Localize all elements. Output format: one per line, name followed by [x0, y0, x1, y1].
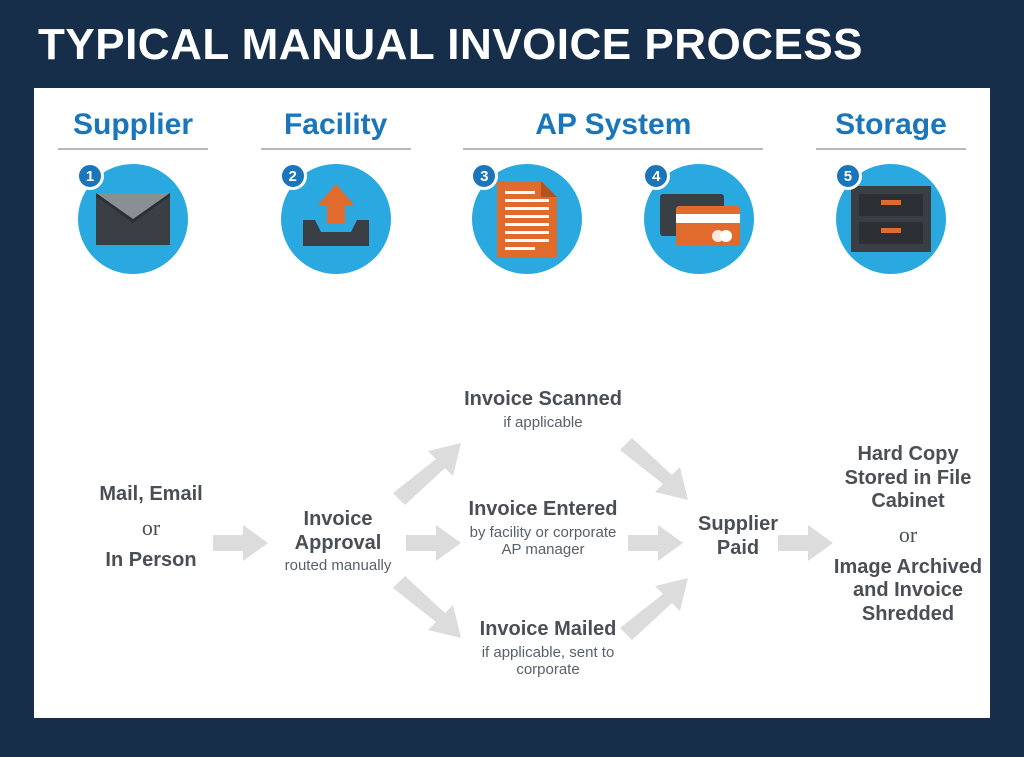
node-storage: Hard Copy Stored in File Cabinet or Imag…	[833, 443, 983, 627]
node-invoice-entered: Invoice Entered by facility or corporate…	[458, 498, 628, 559]
node-text: Mail, Email	[76, 483, 226, 507]
node-text: Invoice Entered	[458, 498, 628, 522]
col-header-facility: Facility	[284, 108, 387, 148]
node-text: Invoice Scanned	[458, 388, 628, 412]
node-text: Image Archived and Invoice Shredded	[833, 556, 983, 627]
arrow-up-right-icon	[393, 433, 468, 513]
col-header-supplier: Supplier	[73, 108, 193, 148]
col-ap: AP System 3	[463, 108, 763, 274]
content-panel: Supplier 1	[34, 88, 990, 718]
node-subtext: if applicable, sent to corporate	[458, 644, 638, 679]
icons-row: 1	[78, 164, 188, 274]
node-text: Supplier Paid	[678, 513, 798, 560]
col-underline	[261, 148, 411, 150]
document-icon	[497, 181, 557, 257]
step-4: 4	[644, 164, 754, 274]
arrow-down-right-icon	[620, 430, 695, 510]
node-subtext: by facility or corporate AP manager	[458, 524, 628, 559]
node-invoice-mailed: Invoice Mailed if applicable, sent to co…	[458, 618, 638, 679]
node-subtext: routed manually	[263, 557, 413, 575]
cabinet-icon	[847, 180, 935, 258]
step-1: 1	[78, 164, 188, 274]
node-text: In Person	[76, 549, 226, 573]
envelope-icon	[96, 193, 170, 245]
col-header-ap: AP System	[535, 108, 691, 148]
arrow-right-icon	[628, 523, 683, 563]
icons-row: 3	[472, 164, 754, 274]
node-invoice-scanned: Invoice Scanned if applicable	[458, 388, 628, 431]
node-supplier-paid: Supplier Paid	[678, 513, 798, 560]
col-underline	[58, 148, 208, 150]
node-text: Invoice Approval	[263, 508, 413, 555]
col-storage: Storage 5	[816, 108, 966, 274]
col-header-storage: Storage	[835, 108, 947, 148]
step-2: 2	[281, 164, 391, 274]
step-5: 5	[836, 164, 946, 274]
arrow-down-right-icon	[393, 568, 468, 648]
node-text: Invoice Mailed	[458, 618, 638, 642]
step-badge: 2	[279, 162, 307, 190]
col-supplier: Supplier 1	[58, 108, 208, 274]
node-or: or	[76, 515, 226, 541]
col-underline	[463, 148, 763, 150]
col-underline	[816, 148, 966, 150]
step-3: 3	[472, 164, 582, 274]
step-badge: 1	[76, 162, 104, 190]
outbox-icon	[297, 180, 375, 258]
node-invoice-approval: Invoice Approval routed manually	[263, 508, 413, 575]
node-or: or	[833, 522, 983, 548]
step-badge: 5	[834, 162, 862, 190]
icons-row: 2	[281, 164, 391, 274]
icons-row: 5	[836, 164, 946, 274]
node-text: Hard Copy Stored in File Cabinet	[833, 443, 983, 514]
flow-area: Mail, Email or In Person Invoice Approva…	[58, 368, 966, 698]
page-container: TYPICAL MANUAL INVOICE PROCESS Supplier …	[0, 0, 1024, 757]
cards-icon	[656, 188, 742, 250]
page-title: TYPICAL MANUAL INVOICE PROCESS	[34, 20, 990, 70]
node-subtext: if applicable	[458, 414, 628, 432]
columns-row: Supplier 1	[58, 108, 966, 274]
arrow-right-icon	[406, 523, 461, 563]
col-facility: Facility 2	[261, 108, 411, 274]
node-supplier-input: Mail, Email or In Person	[76, 483, 226, 572]
